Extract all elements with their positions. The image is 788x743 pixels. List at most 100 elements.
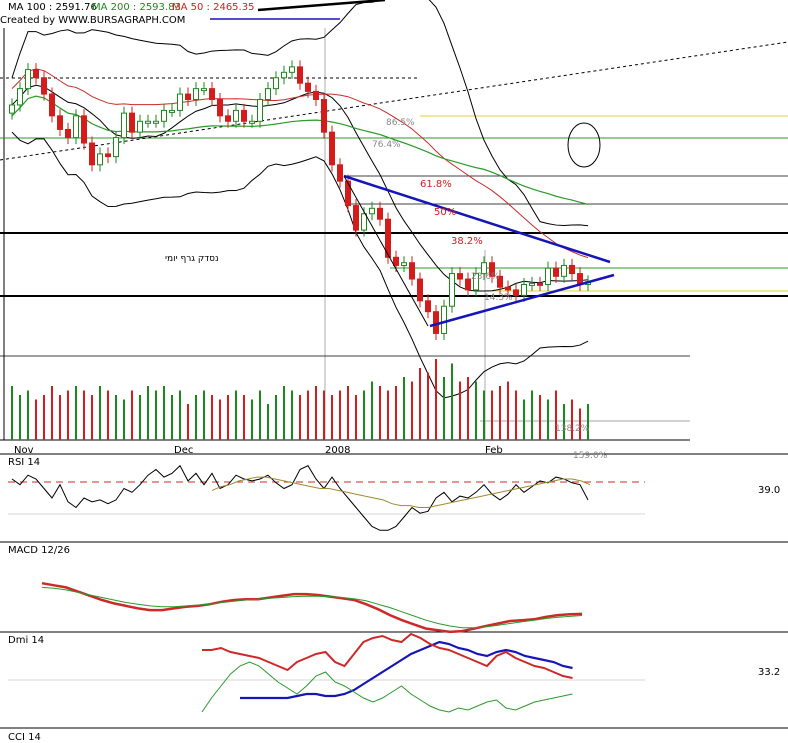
candle-body (273, 77, 279, 90)
candle-body (161, 109, 167, 122)
candle-body (81, 115, 87, 144)
candle-body (73, 115, 79, 139)
x-label-2008: 2008 (325, 445, 350, 456)
candle-body (505, 286, 511, 291)
rsi-last-value: 39.0 (758, 485, 780, 496)
rsi-label: RSI 14 (8, 457, 40, 468)
candle-body (57, 115, 63, 130)
candle-body (537, 282, 543, 286)
rsi-signal-line (211, 476, 591, 508)
fib-label-61: 61.8% (420, 179, 452, 190)
dmi-lines (201, 632, 573, 713)
candle-body (473, 273, 479, 291)
candle-body (121, 112, 127, 139)
macd-line (41, 581, 583, 634)
candle-body (97, 153, 103, 166)
candle-body (177, 93, 183, 111)
x-label-dec: Dec (174, 445, 193, 456)
di-plus-line (202, 632, 573, 679)
candle-body (153, 120, 159, 124)
candle-body (297, 66, 303, 84)
candle-body (145, 120, 151, 124)
candle-body (185, 93, 191, 101)
lower-band (11, 131, 589, 399)
candle-body (265, 88, 271, 101)
ma200-legend: MA 200 : 2593.83 (92, 2, 181, 13)
candle-body (9, 104, 15, 114)
candle-body (249, 120, 255, 124)
fib-label-138: 138.2% (555, 424, 590, 434)
x-label-feb: Feb (485, 445, 503, 456)
fib-label-50: 50% (434, 207, 456, 218)
fib-label-76: 76.4% (372, 140, 401, 150)
overlay-lines (11, 0, 589, 399)
candle-body (225, 115, 231, 122)
candle-body (441, 305, 447, 334)
candle-body (289, 66, 295, 73)
chart-label: נסדק גרף יומי (165, 254, 219, 264)
ma200-line (11, 95, 589, 205)
candle-body (401, 262, 407, 266)
cci-label: CCI 14 (8, 732, 41, 743)
candle-body (129, 112, 135, 133)
candle-body (417, 278, 423, 302)
upper-band (11, 0, 589, 227)
candle-body (25, 69, 31, 90)
fib-label-159: 159.0% (573, 451, 608, 461)
x-label-nov: Nov (14, 445, 34, 456)
candle-body (233, 109, 239, 122)
candle-body (553, 267, 559, 277)
candle-body (41, 77, 47, 95)
adx-line (240, 640, 573, 700)
candle-body (321, 99, 327, 133)
ma50-legend: MA 50 : 2465.35 (172, 2, 254, 13)
credit-text: Created by WWW.BURSAGRAPH.COM (0, 15, 185, 26)
candle-body (513, 289, 519, 296)
candle-body (337, 164, 343, 182)
volume-bars (11, 359, 589, 440)
candle-body (89, 142, 95, 166)
candle-body (561, 264, 567, 277)
candle-body (209, 88, 215, 101)
triangle-left-leg (343, 175, 429, 327)
candle-body (497, 275, 503, 288)
candle-body (353, 205, 359, 231)
candles (9, 60, 591, 340)
candle-body (521, 283, 527, 296)
candle-body (313, 90, 319, 101)
candle-body (489, 262, 495, 277)
candle-body (569, 264, 575, 275)
candle-body (425, 300, 431, 313)
dashed-trendline (0, 41, 788, 161)
ma100-legend: MA 100 : 2591.76 (8, 2, 97, 13)
candle-body (217, 99, 223, 117)
candle-body (49, 93, 55, 117)
candle-body (393, 256, 399, 266)
candle-body (17, 88, 23, 106)
candle-body (545, 267, 551, 285)
candle-body (385, 218, 391, 258)
rsi-line (11, 464, 589, 531)
candle-body (105, 153, 111, 158)
candle-body (281, 71, 287, 79)
candle-body (465, 278, 471, 291)
candle-body (257, 99, 263, 122)
circle-annotation (567, 122, 601, 168)
macd-lines (41, 581, 583, 634)
candle-body (33, 69, 39, 79)
candle-body (169, 109, 175, 113)
ma50-line (11, 68, 589, 259)
candle-body (113, 137, 119, 158)
macd-signal-line (41, 586, 583, 629)
header-trend-line (257, 0, 386, 12)
candle-body (529, 282, 535, 286)
candle-body (369, 207, 375, 215)
candle-body (481, 262, 487, 275)
candle-body (241, 109, 247, 122)
fib-label-14: 14.3% (484, 293, 513, 303)
dmi-label: Dmi 14 (8, 635, 44, 646)
candle-body (449, 273, 455, 307)
candle-body (361, 213, 367, 231)
triangle-upper-trendline (343, 174, 611, 264)
